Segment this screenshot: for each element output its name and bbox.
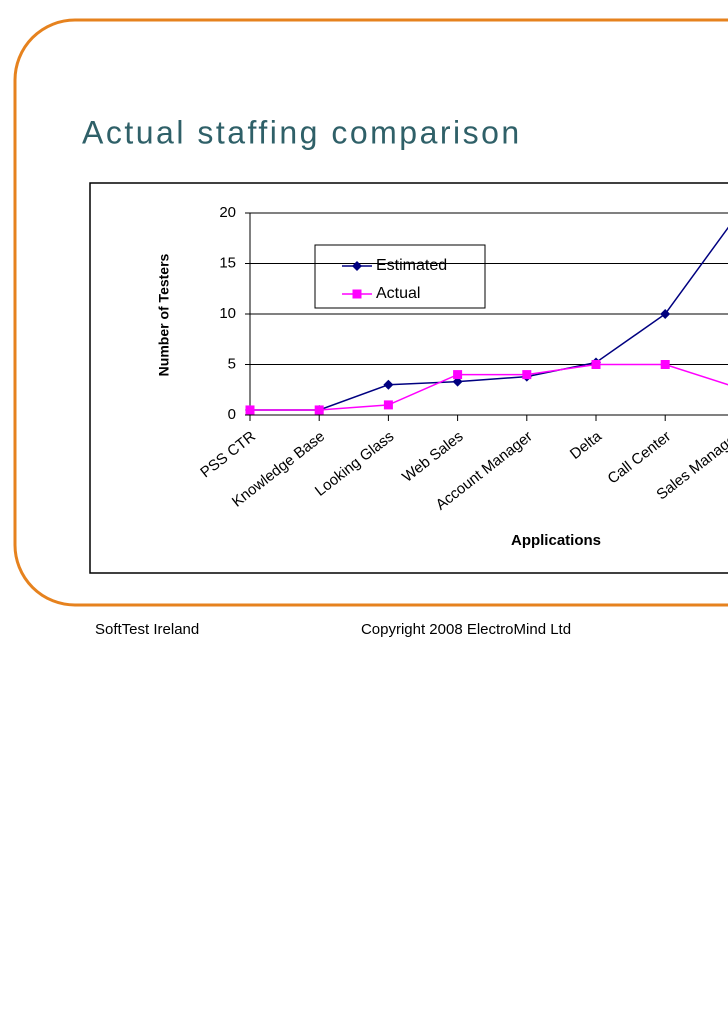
chart-frame [89,182,728,574]
data-point [314,405,324,415]
y-tick-label: 20 [219,204,236,221]
y-tick-label: 5 [228,355,236,372]
legend-label: Actual [376,285,420,302]
y-tick-label: 0 [228,406,236,423]
legend [314,244,486,309]
series-line [250,363,728,411]
slide-frame [13,18,728,607]
data-point [660,309,671,319]
y-tick-label: 15 [219,254,236,271]
data-point [383,400,393,410]
data-point [453,370,463,380]
legend-marker [352,289,362,299]
y-tick-label: 10 [219,305,236,322]
footer-left: SoftTest Ireland [95,621,199,638]
data-point [452,376,463,387]
data-point [591,360,601,369]
footer-center: Copyright 2008 ElectroMind Ltd [361,621,571,638]
x-axis-label: Applications [511,532,601,549]
series-line [250,226,728,411]
y-axis-label: Number of Testers [156,253,172,376]
data-point [522,370,532,380]
legend-label: Estimated [376,257,447,274]
data-point [383,379,394,390]
data-point [660,360,670,369]
data-point [245,405,255,415]
slide-title: Actual staffing comparison [82,114,522,150]
legend-marker [352,261,362,271]
